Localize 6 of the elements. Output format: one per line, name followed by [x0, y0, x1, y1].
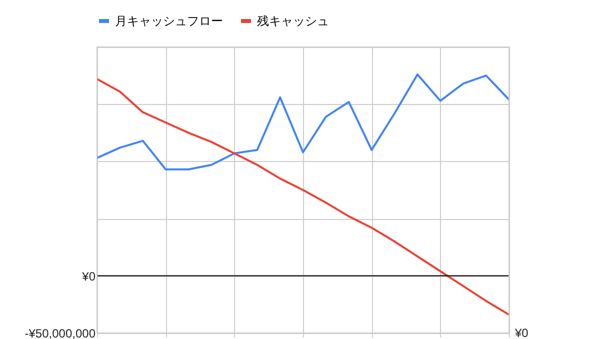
line-series: [96, 78, 510, 316]
legend-label: 月キャッシュフロー: [115, 14, 223, 28]
line-series: [96, 73, 510, 170]
legend-label: 残キャッシュ: [257, 14, 329, 28]
text: ¥0: [514, 326, 529, 339]
y-tick-label: -¥50,000,000: [24, 326, 96, 339]
